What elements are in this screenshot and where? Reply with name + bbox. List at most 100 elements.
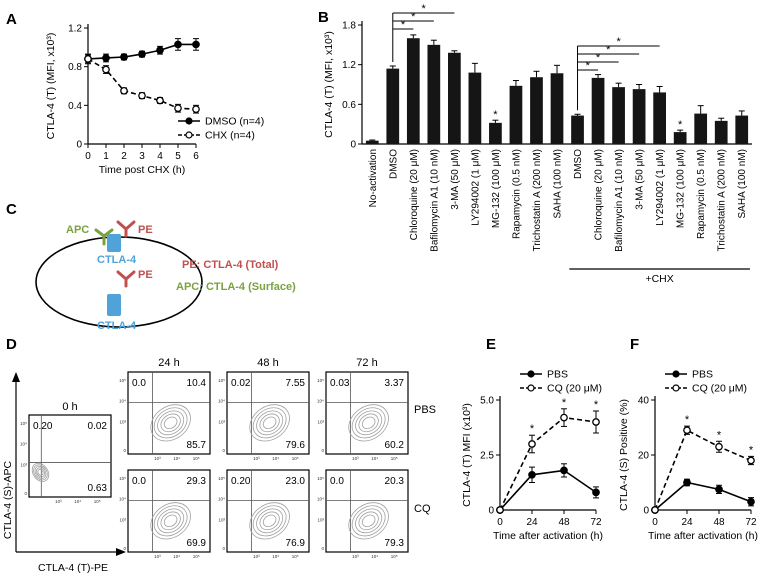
receptor-label-inner: CTLA-4 bbox=[97, 320, 137, 332]
bar bbox=[694, 113, 708, 144]
axis-tick-label-y: 10⁵ bbox=[20, 421, 27, 426]
quadrant-ur: 29.3 bbox=[187, 476, 207, 487]
flow-plot-frame bbox=[127, 469, 211, 553]
x-tick-label: 2 bbox=[121, 151, 127, 162]
quadrant-lr: 60.2 bbox=[385, 440, 405, 451]
legend-label: DMSO (n=4) bbox=[205, 116, 264, 128]
y-axis-label: CTLA-4 (T) (MFI, x10³) bbox=[45, 33, 57, 140]
contour-ring bbox=[150, 502, 191, 540]
bar bbox=[489, 122, 502, 144]
significance-star: * bbox=[562, 397, 567, 409]
quadrant-lr: 79.6 bbox=[286, 440, 306, 451]
group-label: +CHX bbox=[645, 273, 673, 285]
axis-tick-label-x: 10⁴ bbox=[371, 456, 378, 461]
axis-tick-label-x: 10³ bbox=[253, 456, 260, 461]
data-point bbox=[102, 65, 110, 74]
quadrant-ur: 10.4 bbox=[187, 378, 207, 389]
contour-ring bbox=[160, 413, 181, 433]
data-point bbox=[747, 456, 755, 465]
apc-label: APC bbox=[66, 224, 89, 236]
contour-ring bbox=[31, 462, 50, 482]
bar bbox=[509, 85, 523, 144]
axis-tick-label-y: 10³ bbox=[317, 419, 324, 424]
data-point bbox=[528, 440, 536, 448]
panel-label-b: B bbox=[318, 9, 329, 26]
axis-tick-label-x: 10⁴ bbox=[371, 554, 378, 559]
bar bbox=[632, 89, 646, 144]
time-label: 24 h bbox=[158, 357, 179, 369]
category-label: MG-132 (100 μM) bbox=[491, 149, 502, 228]
axis-tick-label-x: 10⁵ bbox=[193, 456, 200, 461]
contour-ring bbox=[160, 511, 181, 531]
contour-ring bbox=[348, 502, 389, 540]
contour-ring bbox=[351, 505, 386, 537]
significance-star: * bbox=[421, 3, 426, 15]
axis-tick-label-y: 10⁵ bbox=[317, 476, 324, 481]
y-tick-label: 0.4 bbox=[68, 101, 82, 112]
category-label: SAHA (100 nM) bbox=[553, 149, 564, 218]
contour-ring bbox=[34, 465, 47, 479]
x-tick-label: 4 bbox=[157, 151, 163, 162]
bar bbox=[406, 38, 420, 144]
axis-tick-label-x: 10⁴ bbox=[173, 456, 180, 461]
data-point bbox=[156, 46, 164, 55]
axis-tick-label-x: 10⁵ bbox=[292, 554, 299, 559]
significance-star: * bbox=[596, 52, 601, 64]
axis-tick-zero: 0 bbox=[123, 546, 126, 551]
contour-ring bbox=[358, 511, 379, 531]
contour-ring bbox=[163, 514, 178, 528]
axis-tick-label-y: 10⁴ bbox=[20, 442, 27, 447]
contour-ring bbox=[157, 410, 185, 436]
bar bbox=[468, 72, 482, 144]
flow-plot-frame bbox=[226, 469, 310, 553]
flow-plots-d: 0.20 0.02 0.63 10³ 10³ 10⁴ 10⁴ 10⁵ 10⁵ 0 0 h 0.0 10.… bbox=[2, 357, 436, 574]
contour-ring bbox=[355, 508, 383, 534]
axis-tick-label-x: 10⁴ bbox=[74, 499, 81, 504]
series-line bbox=[654, 429, 752, 511]
chart-f: 0 20 40 0 24 48 72 Time after activation (h) CTL… bbox=[618, 369, 758, 543]
axis-tick-label-x: 10³ bbox=[253, 554, 260, 559]
quadrant-ur: 7.55 bbox=[286, 378, 306, 389]
axis-tick-label-y: 10³ bbox=[119, 517, 126, 522]
y-tick-label: 0.8 bbox=[68, 62, 82, 73]
axis-tick-label-y: 10³ bbox=[218, 419, 225, 424]
category-label: LY294002 (1 μM) bbox=[655, 149, 666, 226]
x-tick-label: 72 bbox=[590, 517, 602, 528]
bar bbox=[612, 87, 625, 144]
legend-label: CQ (20 μM) bbox=[547, 383, 602, 395]
y-arrow-head-icon bbox=[12, 372, 20, 382]
quadrant-ul: 0.02 bbox=[231, 378, 251, 389]
pe-label-inner: PE bbox=[138, 269, 153, 281]
x-tick-label: 24 bbox=[526, 517, 538, 528]
axis-tick-zero: 0 bbox=[24, 491, 27, 496]
axis-tick-label-y: 10⁵ bbox=[218, 378, 225, 383]
contour-ring bbox=[153, 407, 188, 439]
category-label: Rapamycin (0.5 nM) bbox=[511, 149, 522, 239]
contour-ring bbox=[37, 469, 44, 476]
axis-tick-label-y: 10⁴ bbox=[119, 399, 126, 404]
x-tick-label: 3 bbox=[139, 151, 145, 162]
contour-ring bbox=[256, 410, 284, 436]
time-label: 72 h bbox=[356, 357, 377, 369]
series-line bbox=[499, 416, 597, 511]
axis-tick-label-x: 10³ bbox=[55, 499, 62, 504]
data-point bbox=[496, 506, 504, 514]
contour-ring bbox=[157, 508, 185, 534]
receptor-label-top: CTLA-4 bbox=[97, 254, 137, 266]
y-tick-label: 0 bbox=[350, 140, 356, 151]
axis-tick-label-x: 10⁵ bbox=[193, 554, 200, 559]
contour-ring bbox=[153, 505, 188, 537]
axis-tick-label-y: 10⁵ bbox=[119, 378, 126, 383]
axis-tick-zero: 0 bbox=[123, 448, 126, 453]
quadrant-ul: 0.03 bbox=[330, 378, 350, 389]
contour-ring bbox=[259, 413, 280, 433]
legend-marker bbox=[185, 117, 193, 125]
axis-tick-label-y: 10³ bbox=[119, 419, 126, 424]
x-axis-label: Time after activation (h) bbox=[648, 530, 758, 542]
axis-tick-label-x: 10⁵ bbox=[94, 499, 101, 504]
category-label: Bafilomycin A1 (10 nM) bbox=[614, 149, 625, 252]
data-point bbox=[84, 55, 92, 63]
y-axis-label: CTLA-4 (T) (MFI, x10³) bbox=[323, 31, 335, 138]
receptor-inner bbox=[107, 294, 121, 316]
